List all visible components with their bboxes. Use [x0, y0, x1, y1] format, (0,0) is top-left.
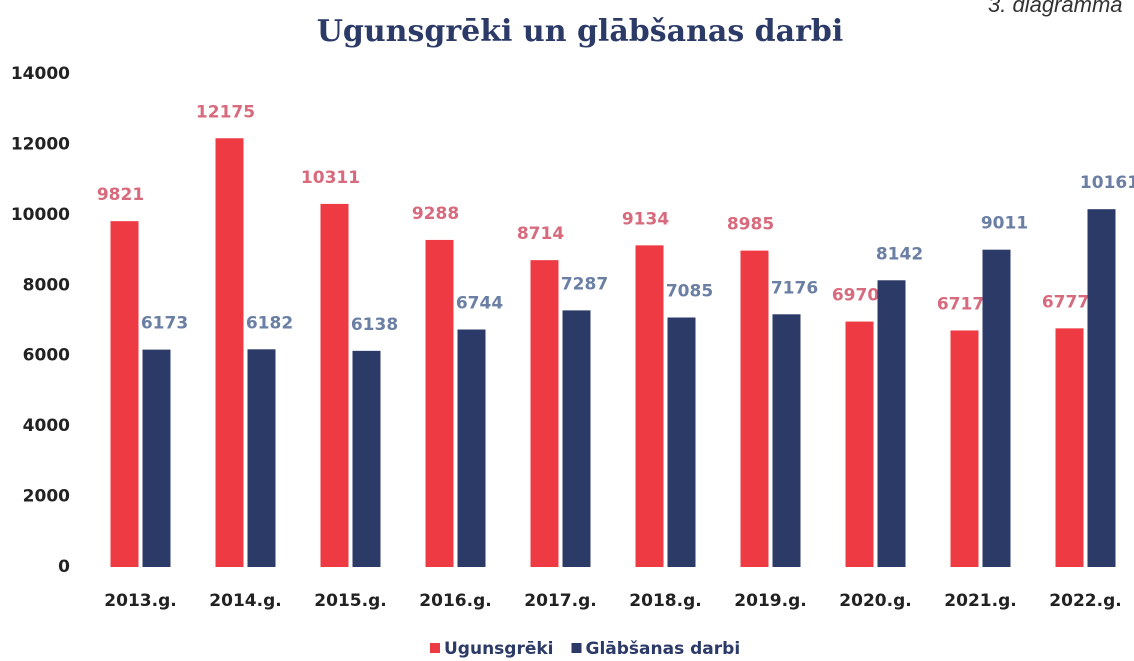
- value-label: 8985: [727, 215, 774, 235]
- x-tick-label: 2019.g.: [734, 591, 806, 611]
- bar: [877, 280, 906, 567]
- bar: [110, 221, 139, 567]
- bar: [247, 349, 276, 567]
- bar: [845, 321, 874, 567]
- value-label: 9288: [412, 204, 459, 224]
- bar: [425, 239, 454, 567]
- bar: [457, 329, 486, 567]
- value-label: 6744: [456, 294, 503, 314]
- bar: [635, 245, 664, 567]
- corner-note: 3. diagramma: [988, 0, 1123, 17]
- x-tick-label: 2014.g.: [209, 591, 281, 611]
- y-tick-label: 6000: [23, 346, 70, 366]
- value-label: 6717: [937, 294, 984, 314]
- bar: [215, 138, 244, 568]
- value-label: 8142: [876, 244, 923, 264]
- value-label: 6138: [351, 315, 398, 335]
- value-label: 10311: [301, 168, 360, 188]
- value-label: 6182: [246, 313, 293, 333]
- value-label: 7085: [666, 282, 713, 302]
- value-label: 7287: [561, 274, 608, 294]
- value-label: 7176: [771, 278, 818, 298]
- x-tick-label: 2018.g.: [629, 591, 701, 611]
- y-tick-label: 0: [58, 557, 70, 577]
- y-tick-label: 8000: [23, 275, 70, 295]
- bar: [982, 249, 1011, 567]
- x-tick-label: 2016.g.: [419, 591, 491, 611]
- x-tick-label: 2017.g.: [524, 591, 596, 611]
- bar: [772, 314, 801, 567]
- value-label: 6970: [832, 286, 879, 306]
- bar: [740, 250, 769, 567]
- bar: [352, 350, 381, 567]
- legend-label: Ugunsgrēki: [444, 639, 554, 659]
- value-label: 12175: [196, 102, 255, 122]
- value-label: 9821: [97, 185, 144, 205]
- x-tick-label: 2021.g.: [944, 591, 1016, 611]
- legend-swatch: [430, 643, 440, 653]
- bar: [1087, 209, 1116, 568]
- legend-swatch: [571, 643, 582, 653]
- x-tick-label: 2020.g.: [839, 591, 911, 611]
- y-tick-label: 2000: [23, 487, 70, 507]
- y-tick-label: 10000: [11, 205, 70, 225]
- bar: [530, 260, 559, 567]
- value-label: 6777: [1042, 292, 1089, 312]
- bar: [667, 317, 696, 567]
- bar: [1055, 328, 1084, 567]
- x-tick-label: 2022.g.: [1049, 591, 1121, 611]
- y-tick-label: 14000: [11, 64, 70, 84]
- bar: [562, 310, 591, 567]
- bar: [320, 203, 349, 567]
- bar: [950, 330, 979, 567]
- bar: [142, 349, 171, 567]
- x-tick-label: 2015.g.: [314, 591, 386, 611]
- value-label: 9134: [622, 209, 669, 229]
- chart-title: Ugunsgrēki un glābšanas darbi: [317, 14, 844, 49]
- y-tick-label: 12000: [11, 134, 70, 154]
- legend-label: Glābšanas darbi: [586, 639, 741, 659]
- value-label: 6173: [141, 314, 188, 334]
- value-label: 8714: [517, 224, 564, 244]
- x-tick-label: 2013.g.: [104, 591, 176, 611]
- value-label: 10161: [1080, 173, 1134, 193]
- value-label: 9011: [981, 214, 1028, 234]
- y-tick-label: 4000: [23, 416, 70, 436]
